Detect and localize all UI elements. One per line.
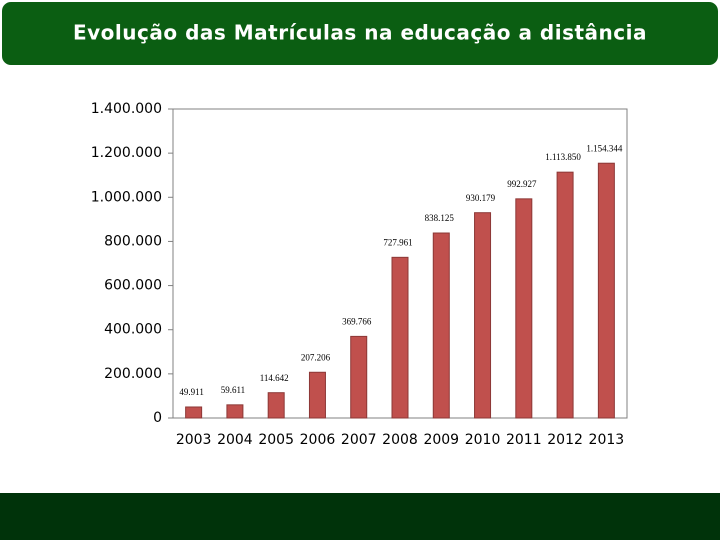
- y-tick-label: 200.000: [104, 366, 162, 382]
- x-tick-label: 2005: [258, 432, 294, 448]
- x-tick-label: 2011: [506, 432, 542, 448]
- value-label: 59.611: [221, 385, 245, 395]
- y-tick-label: 800.000: [104, 233, 162, 249]
- bar: [391, 256, 409, 419]
- y-tick-label: 1.200.000: [91, 145, 162, 161]
- title-banner: [0, 0, 720, 67]
- value-label: 727.961: [383, 237, 412, 247]
- bar: [185, 406, 203, 419]
- value-label: 930.179: [466, 193, 496, 203]
- bar: [267, 392, 285, 419]
- x-tick-label: 2013: [589, 432, 625, 448]
- y-tick-label: 600.000: [104, 278, 162, 294]
- value-label: 992.927: [507, 179, 537, 189]
- value-label: 1.113.850: [545, 152, 581, 162]
- bar: [432, 232, 450, 419]
- x-tick-label: 2007: [341, 432, 377, 448]
- y-tick-label: 0: [153, 410, 162, 426]
- x-tick-label: 2012: [547, 432, 583, 448]
- bar: [308, 371, 326, 419]
- chart-title: Evolução das Matrículas na educação a di…: [73, 21, 647, 45]
- value-label: 49.911: [179, 387, 203, 397]
- x-tick-label: 2008: [382, 432, 418, 448]
- value-label: 369.766: [342, 316, 372, 326]
- footer-bar: [0, 493, 720, 540]
- x-tick-label: 2004: [217, 432, 253, 448]
- bar: [515, 198, 533, 419]
- value-label: 114.642: [260, 373, 289, 383]
- bar: [556, 171, 574, 419]
- y-tick-label: 400.000: [104, 322, 162, 338]
- value-label: 207.206: [301, 352, 331, 362]
- x-tick-label: 2010: [465, 432, 501, 448]
- x-tick-label: 2009: [423, 432, 459, 448]
- y-tick-label: 1.400.000: [91, 101, 162, 117]
- bar: [350, 335, 368, 419]
- bar: [597, 162, 615, 419]
- x-tick-label: 2006: [300, 432, 336, 448]
- value-label: 838.125: [425, 213, 455, 223]
- value-label: 1.154.344: [586, 143, 623, 153]
- x-tick-label: 2003: [176, 432, 212, 448]
- bar: [226, 404, 244, 419]
- bar: [474, 212, 492, 419]
- y-tick-label: 1.000.000: [91, 189, 162, 205]
